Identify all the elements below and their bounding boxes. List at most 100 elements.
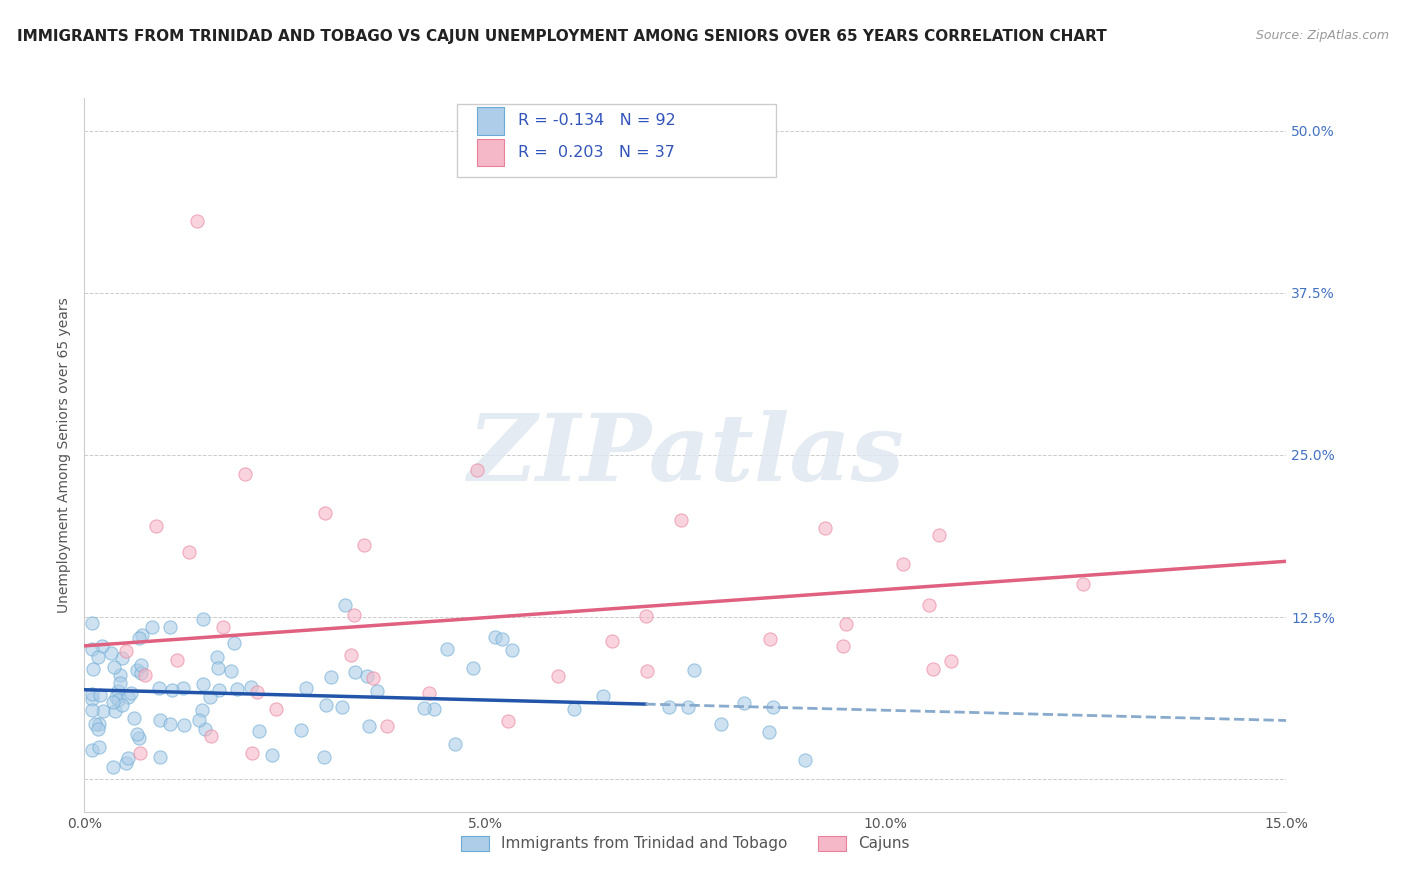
Point	[89, 688, 111, 702]
Point	[423, 701, 446, 715]
Point	[319, 670, 342, 684]
Point	[191, 703, 214, 717]
Point	[117, 690, 139, 705]
Text: ZIPatlas: ZIPatlas	[467, 410, 904, 500]
Point	[343, 608, 366, 623]
Point	[315, 698, 337, 712]
Point	[105, 690, 128, 704]
Point	[710, 717, 733, 731]
Point	[330, 700, 353, 714]
Text: IMMIGRANTS FROM TRINIDAD AND TOBAGO VS CAJUN UNEMPLOYMENT AMONG SENIORS OVER 65 : IMMIGRANTS FROM TRINIDAD AND TOBAGO VS C…	[17, 29, 1107, 44]
Point	[814, 521, 837, 535]
Point	[127, 727, 149, 741]
Point	[160, 683, 183, 698]
Point	[444, 738, 467, 752]
Point	[312, 749, 335, 764]
Point	[82, 642, 104, 657]
Point	[356, 668, 378, 682]
Point	[562, 702, 585, 716]
Point	[110, 667, 132, 681]
Point	[82, 692, 104, 706]
Point	[314, 506, 336, 520]
Point	[637, 665, 659, 679]
Point	[333, 598, 356, 612]
Point	[343, 665, 366, 679]
Point	[187, 713, 209, 727]
Point	[922, 662, 945, 676]
Point	[131, 628, 153, 642]
Point	[831, 639, 853, 653]
Point	[363, 672, 385, 686]
Point	[592, 689, 614, 703]
Point	[353, 538, 375, 552]
Point	[134, 668, 156, 682]
Point	[129, 665, 152, 680]
Point	[658, 700, 681, 714]
Point	[149, 750, 172, 764]
Point	[87, 717, 110, 731]
Point	[221, 665, 243, 679]
FancyBboxPatch shape	[478, 139, 503, 166]
Point	[207, 660, 229, 674]
Point	[173, 717, 195, 731]
Point	[101, 695, 124, 709]
Point	[491, 632, 513, 647]
Point	[465, 463, 488, 477]
Point	[762, 700, 785, 714]
Point	[194, 723, 217, 737]
Text: Source: ZipAtlas.com: Source: ZipAtlas.com	[1256, 29, 1389, 42]
Point	[148, 681, 170, 696]
Point	[793, 753, 815, 767]
Point	[82, 703, 104, 717]
Point	[159, 717, 181, 731]
Point	[91, 639, 114, 653]
Point	[129, 658, 152, 673]
Point	[547, 668, 569, 682]
Point	[82, 743, 104, 757]
Point	[104, 704, 127, 718]
Point	[733, 697, 755, 711]
Point	[200, 729, 222, 743]
Point	[676, 699, 699, 714]
Point	[84, 716, 107, 731]
Point	[359, 719, 381, 733]
Point	[239, 680, 262, 694]
Point	[247, 723, 270, 738]
Point	[82, 688, 104, 702]
Point	[145, 519, 167, 533]
Point	[115, 756, 138, 770]
Point	[939, 654, 962, 668]
Point	[103, 659, 125, 673]
Point	[260, 747, 283, 762]
Legend: Immigrants from Trinidad and Tobago, Cajuns: Immigrants from Trinidad and Tobago, Caj…	[456, 830, 915, 857]
Point	[295, 681, 318, 695]
Point	[418, 686, 440, 700]
Point	[484, 630, 506, 644]
Point	[463, 660, 485, 674]
Point	[191, 612, 214, 626]
Point	[225, 681, 247, 696]
Point	[211, 620, 233, 634]
Point	[758, 725, 780, 739]
Point	[501, 642, 523, 657]
Point	[115, 643, 138, 657]
Point	[1071, 577, 1094, 591]
Point	[835, 616, 858, 631]
Point	[120, 686, 142, 700]
Point	[758, 632, 780, 646]
Point	[127, 663, 149, 677]
Point	[290, 723, 312, 737]
Point	[111, 650, 134, 665]
Point	[193, 677, 215, 691]
Point	[375, 719, 398, 733]
Point	[141, 620, 163, 634]
Point	[107, 684, 129, 698]
Point	[600, 634, 623, 648]
Point	[205, 650, 228, 665]
Point	[198, 690, 221, 704]
Point	[129, 747, 152, 761]
Point	[264, 702, 287, 716]
Point	[366, 684, 388, 698]
Point	[149, 714, 172, 728]
Point	[240, 747, 263, 761]
